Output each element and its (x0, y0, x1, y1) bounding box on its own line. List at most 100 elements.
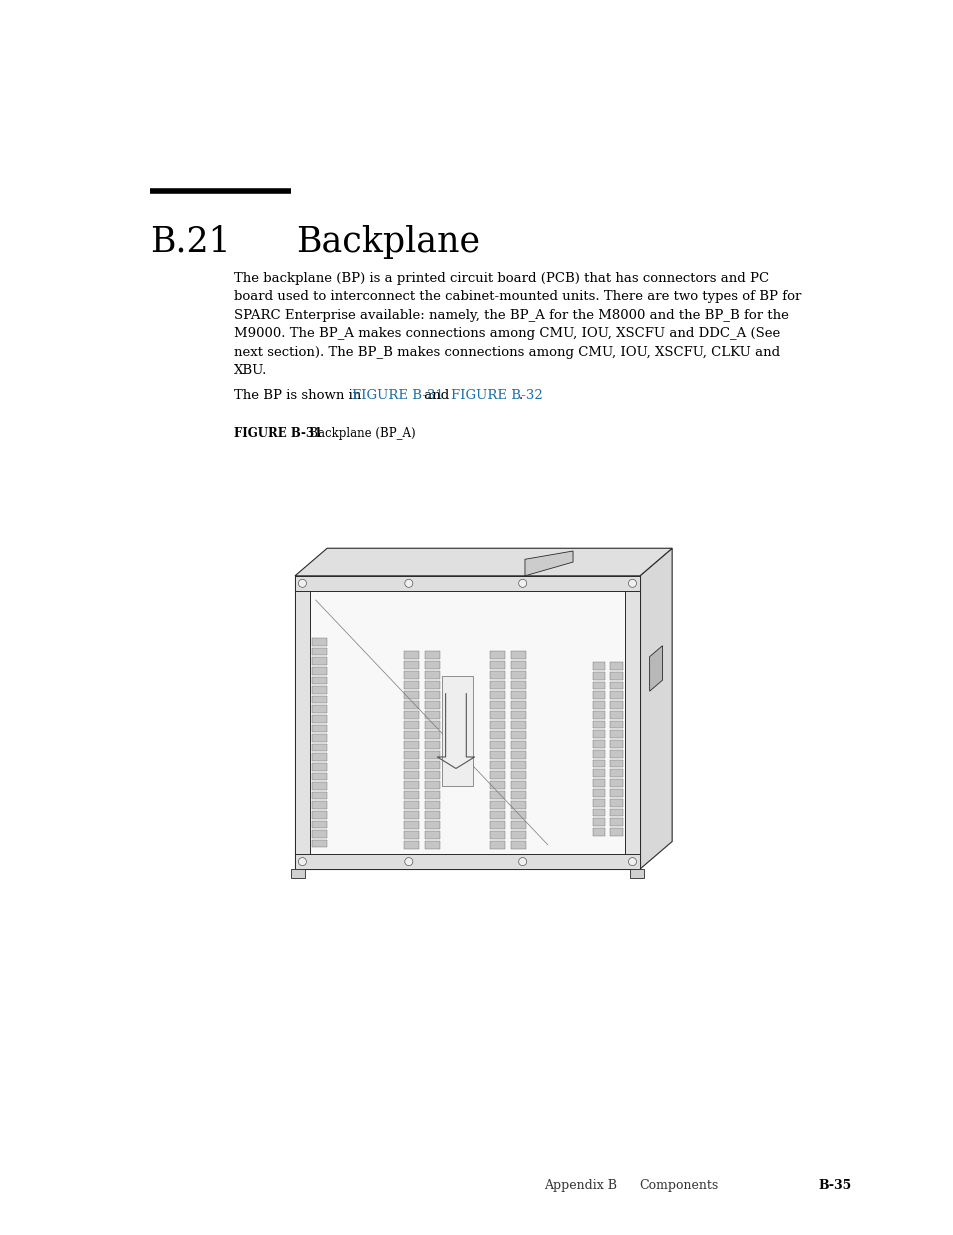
Polygon shape (592, 692, 605, 699)
Polygon shape (511, 731, 525, 739)
Polygon shape (404, 721, 418, 729)
Polygon shape (424, 680, 439, 689)
Polygon shape (592, 799, 605, 806)
Polygon shape (511, 781, 525, 789)
Polygon shape (424, 651, 439, 659)
Polygon shape (404, 810, 418, 819)
Polygon shape (592, 789, 605, 797)
Polygon shape (592, 740, 605, 748)
Polygon shape (312, 695, 327, 704)
Polygon shape (609, 730, 622, 739)
Polygon shape (404, 800, 418, 809)
Polygon shape (424, 771, 439, 779)
Polygon shape (424, 831, 439, 839)
Polygon shape (592, 720, 605, 729)
Text: Backplane: Backplane (295, 225, 479, 259)
Polygon shape (630, 869, 643, 878)
Polygon shape (592, 682, 605, 689)
Polygon shape (312, 735, 327, 742)
Polygon shape (424, 741, 439, 748)
Polygon shape (404, 781, 418, 789)
Polygon shape (424, 721, 439, 729)
Polygon shape (511, 820, 525, 829)
Polygon shape (312, 687, 327, 694)
Polygon shape (490, 651, 505, 659)
Polygon shape (404, 661, 418, 669)
Polygon shape (609, 662, 622, 669)
Polygon shape (511, 751, 525, 758)
Circle shape (628, 857, 636, 866)
Polygon shape (639, 548, 672, 869)
Polygon shape (294, 576, 310, 869)
Polygon shape (511, 800, 525, 809)
Polygon shape (490, 671, 505, 679)
Polygon shape (404, 841, 418, 848)
Polygon shape (511, 680, 525, 689)
Circle shape (404, 857, 413, 866)
Polygon shape (609, 760, 622, 767)
Text: FIGURE B-32: FIGURE B-32 (450, 389, 542, 403)
Polygon shape (592, 701, 605, 709)
Polygon shape (490, 711, 505, 719)
Polygon shape (490, 741, 505, 748)
Polygon shape (291, 869, 304, 878)
Polygon shape (609, 682, 622, 689)
Circle shape (404, 579, 413, 588)
Polygon shape (490, 731, 505, 739)
Polygon shape (312, 830, 327, 837)
Polygon shape (424, 790, 439, 799)
Polygon shape (609, 799, 622, 806)
Polygon shape (312, 753, 327, 761)
Polygon shape (609, 829, 622, 836)
Polygon shape (592, 730, 605, 739)
Polygon shape (592, 662, 605, 669)
Polygon shape (404, 741, 418, 748)
Polygon shape (312, 811, 327, 819)
Polygon shape (294, 548, 672, 576)
Polygon shape (424, 692, 439, 699)
Polygon shape (424, 810, 439, 819)
Polygon shape (609, 740, 622, 748)
Polygon shape (404, 701, 418, 709)
Polygon shape (424, 671, 439, 679)
Polygon shape (312, 820, 327, 829)
Text: B.21: B.21 (150, 225, 231, 259)
Text: Backplane (BP_A): Backplane (BP_A) (297, 427, 415, 441)
Polygon shape (511, 741, 525, 748)
Polygon shape (592, 779, 605, 787)
Polygon shape (312, 763, 327, 771)
Polygon shape (609, 720, 622, 729)
Polygon shape (424, 731, 439, 739)
Polygon shape (404, 680, 418, 689)
Text: FIGURE B-31: FIGURE B-31 (351, 389, 443, 403)
Polygon shape (609, 750, 622, 758)
Polygon shape (312, 725, 327, 732)
Polygon shape (592, 750, 605, 758)
Text: Appendix B: Appendix B (543, 1179, 617, 1192)
Polygon shape (592, 672, 605, 679)
Polygon shape (490, 790, 505, 799)
Polygon shape (592, 819, 605, 826)
Polygon shape (312, 667, 327, 674)
Text: Components: Components (639, 1179, 718, 1192)
Text: The backplane (BP) is a printed circuit board (PCB) that has connectors and PC
b: The backplane (BP) is a printed circuit … (233, 272, 801, 377)
Polygon shape (511, 810, 525, 819)
Polygon shape (609, 711, 622, 719)
Polygon shape (424, 800, 439, 809)
Polygon shape (404, 671, 418, 679)
Polygon shape (404, 820, 418, 829)
Polygon shape (490, 721, 505, 729)
Polygon shape (490, 701, 505, 709)
Polygon shape (609, 769, 622, 777)
Polygon shape (312, 648, 327, 656)
Polygon shape (312, 773, 327, 781)
Polygon shape (404, 731, 418, 739)
Polygon shape (592, 769, 605, 777)
Polygon shape (312, 782, 327, 790)
Polygon shape (441, 677, 473, 785)
Polygon shape (424, 820, 439, 829)
Polygon shape (490, 751, 505, 758)
Polygon shape (511, 721, 525, 729)
Polygon shape (424, 841, 439, 848)
Polygon shape (511, 651, 525, 659)
